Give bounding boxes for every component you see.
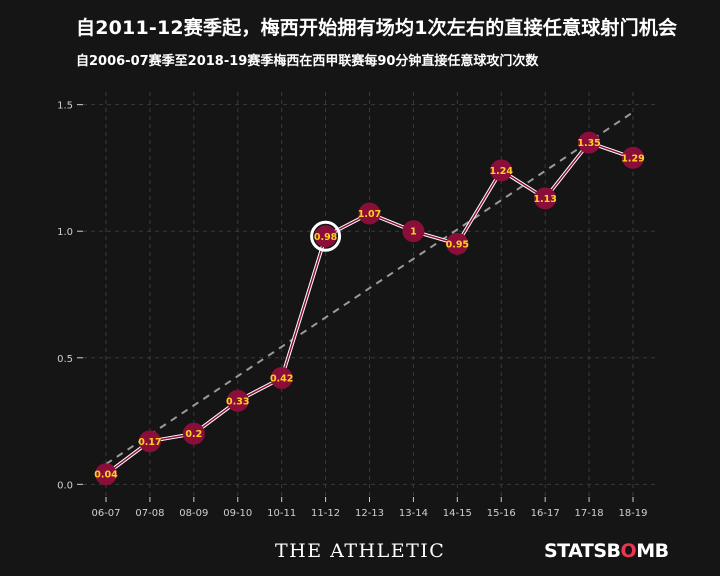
x-tick-label: 08-09 — [179, 508, 208, 519]
data-point — [95, 463, 117, 486]
data-point — [490, 159, 513, 182]
x-tick-label: 11-12 — [311, 508, 340, 519]
data-label: 0.33 — [226, 396, 249, 407]
data-point — [226, 389, 249, 412]
statsbomb-logo: STATSBOMB — [544, 540, 669, 562]
the-athletic-logo: THE ATHLETIC — [275, 540, 446, 562]
x-tick-label: 06-07 — [91, 508, 120, 519]
data-point — [182, 422, 205, 445]
highlight-ring — [310, 220, 342, 252]
data-point — [270, 367, 293, 390]
y-tick-label: 0.5 — [57, 354, 73, 365]
statsbomb-logo-o: O — [620, 540, 637, 562]
data-label: 1.24 — [490, 166, 514, 177]
chart-title: 自2011-12赛季起，梅西开始拥有场均1次左右的直接任意球射门机会 — [76, 17, 678, 39]
data-point — [402, 220, 425, 243]
data-label: 0.42 — [270, 374, 293, 385]
x-tick-label: 07-08 — [135, 508, 164, 519]
chart-subtitle: 自2006-07赛季至2018-19赛季梅西在西甲联赛每90分钟直接任意球攻门次… — [76, 54, 539, 69]
y-tick-label: 1.0 — [57, 227, 73, 238]
x-tick-label: 10-11 — [267, 508, 296, 519]
data-label: 1.35 — [577, 138, 600, 149]
data-point — [622, 146, 644, 169]
x-tick-label: 17-18 — [575, 508, 604, 519]
data-label: 1 — [410, 227, 417, 238]
data-label: 0.95 — [446, 239, 469, 250]
x-tick-label: 13-14 — [399, 508, 428, 519]
trend-line — [105, 111, 634, 465]
data-point — [314, 225, 337, 248]
data-point — [446, 232, 469, 255]
data-label: 0.2 — [185, 429, 202, 440]
data-label: 0.04 — [94, 470, 118, 481]
x-tick-label: 15-16 — [487, 508, 516, 519]
data-point — [358, 202, 381, 225]
data-point — [138, 430, 161, 453]
data-label: 0.98 — [314, 232, 338, 243]
y-tick-label: 1.5 — [57, 101, 73, 112]
y-tick-label: 0.0 — [57, 480, 73, 491]
data-label: 1.13 — [533, 194, 556, 205]
data-label: 0.17 — [138, 437, 161, 448]
statsbomb-logo-part2: MB — [636, 540, 669, 562]
statsbomb-logo-part1: STATSB — [544, 540, 621, 562]
data-point — [534, 187, 557, 210]
x-tick-label: 09-10 — [223, 508, 252, 519]
x-tick-label: 12-13 — [355, 508, 384, 519]
data-point — [578, 131, 601, 154]
x-tick-label: 14-15 — [443, 508, 472, 519]
data-label: 1.07 — [358, 209, 381, 220]
x-tick-label: 16-17 — [531, 508, 560, 519]
x-tick-label: 18-19 — [618, 508, 647, 519]
data-label: 1.29 — [621, 153, 644, 164]
